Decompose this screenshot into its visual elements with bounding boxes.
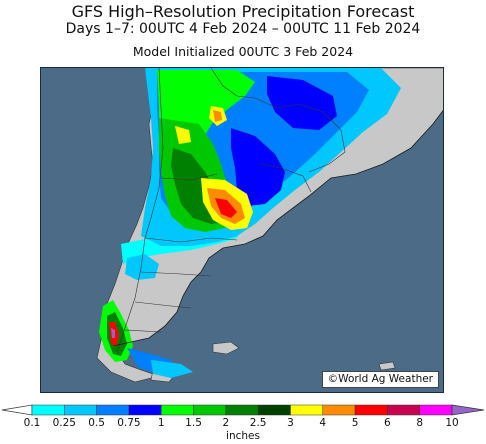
colorbar-tick-label: 5	[351, 417, 359, 429]
forecast-period: Days 1–7: 00UTC 4 Feb 2024 – 00UTC 11 Fe…	[65, 21, 421, 37]
colorbar-tick-label: 1.5	[185, 417, 202, 429]
colorbar-swatch	[193, 404, 227, 416]
precipitation-colorbar	[1, 404, 485, 416]
colorbar-min-arrow	[1, 404, 33, 416]
map-graphic	[96, 68, 443, 383]
colorbar-swatch	[225, 404, 259, 416]
copyright-credit: ©World Ag Weather	[321, 371, 439, 388]
falkland-islands	[212, 341, 240, 355]
colorbar-tick-label: 0.5	[88, 417, 105, 429]
colorbar-swatch	[128, 404, 162, 416]
model-init-time: Model Initialized 00UTC 3 Feb 2024	[132, 44, 354, 59]
precipitation-shading	[99, 68, 401, 378]
colorbar-swatch	[354, 404, 388, 416]
colorbar-tick-label: 6	[384, 417, 391, 429]
colorbar-swatch	[419, 404, 453, 416]
colorbar-tick-label: 10	[445, 417, 459, 429]
colorbar-tick-label: 0.75	[117, 417, 141, 429]
coastline	[112, 110, 443, 347]
colorbar-tick-label: 2	[222, 417, 230, 429]
colorbar-max-arrow	[451, 404, 485, 416]
colorbar-swatch	[387, 404, 420, 416]
island	[378, 361, 396, 371]
colorbar-tick-label: 2.5	[249, 417, 267, 429]
map-title: GFS High–Resolution Precipitation Foreca…	[71, 2, 415, 21]
colorbar-swatch	[257, 404, 291, 416]
colorbar-tick-label: 0.25	[52, 417, 76, 429]
colorbar-tick-label: 8	[416, 417, 424, 429]
colorbar-swatch	[160, 404, 194, 416]
colorbar-tick-label: 0.1	[23, 417, 41, 429]
political-boundaries	[116, 68, 346, 353]
colorbar-swatch	[322, 404, 356, 416]
colorbar-swatch	[64, 404, 97, 416]
colorbar-swatch	[96, 404, 130, 416]
colorbar-swatch	[31, 404, 65, 416]
precipitation-map: ©World Ag Weather	[40, 67, 444, 393]
colorbar-tick-label: 3	[287, 417, 294, 429]
colorbar-units: inches	[226, 430, 260, 442]
colorbar-tick-label: 4	[319, 417, 327, 429]
colorbar-tick-label: 1	[157, 417, 165, 429]
colorbar-swatch	[290, 404, 324, 416]
